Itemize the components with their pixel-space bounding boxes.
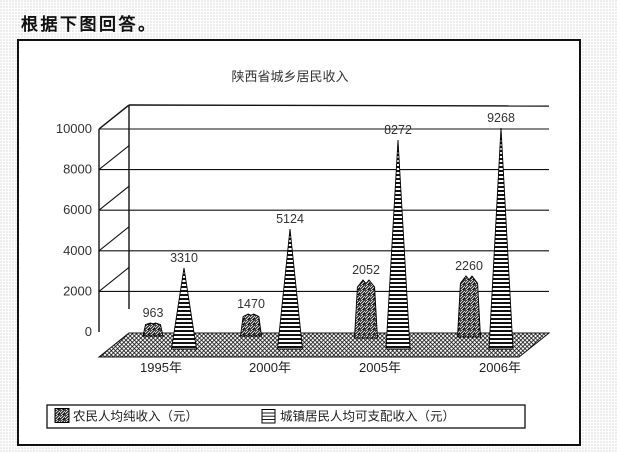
svg-text:2052: 2052 xyxy=(352,263,380,277)
svg-text:1470: 1470 xyxy=(237,297,265,311)
svg-text:2005年: 2005年 xyxy=(359,360,401,375)
svg-text:2000: 2000 xyxy=(63,283,92,298)
svg-text:5124: 5124 xyxy=(276,212,304,226)
svg-text:城镇居民人均可支配收入（元）: 城镇居民人均可支配收入（元） xyxy=(280,410,455,424)
svg-text:8272: 8272 xyxy=(384,123,412,137)
svg-text:陕西省城乡居民收入: 陕西省城乡居民收入 xyxy=(231,69,348,84)
svg-text:10000: 10000 xyxy=(56,121,92,136)
svg-text:9268: 9268 xyxy=(487,111,515,125)
svg-text:3310: 3310 xyxy=(170,251,198,265)
svg-text:2006年: 2006年 xyxy=(479,360,521,375)
svg-text:1995年: 1995年 xyxy=(140,360,182,375)
svg-text:4000: 4000 xyxy=(63,243,92,258)
svg-text:8000: 8000 xyxy=(63,162,92,177)
svg-text:2260: 2260 xyxy=(455,259,483,273)
svg-text:963: 963 xyxy=(143,306,164,320)
svg-text:6000: 6000 xyxy=(63,202,92,217)
svg-text:0: 0 xyxy=(85,324,92,339)
svg-text:农民人均纯收入（元）: 农民人均纯收入（元） xyxy=(73,410,198,424)
svg-text:2000年: 2000年 xyxy=(249,360,291,375)
